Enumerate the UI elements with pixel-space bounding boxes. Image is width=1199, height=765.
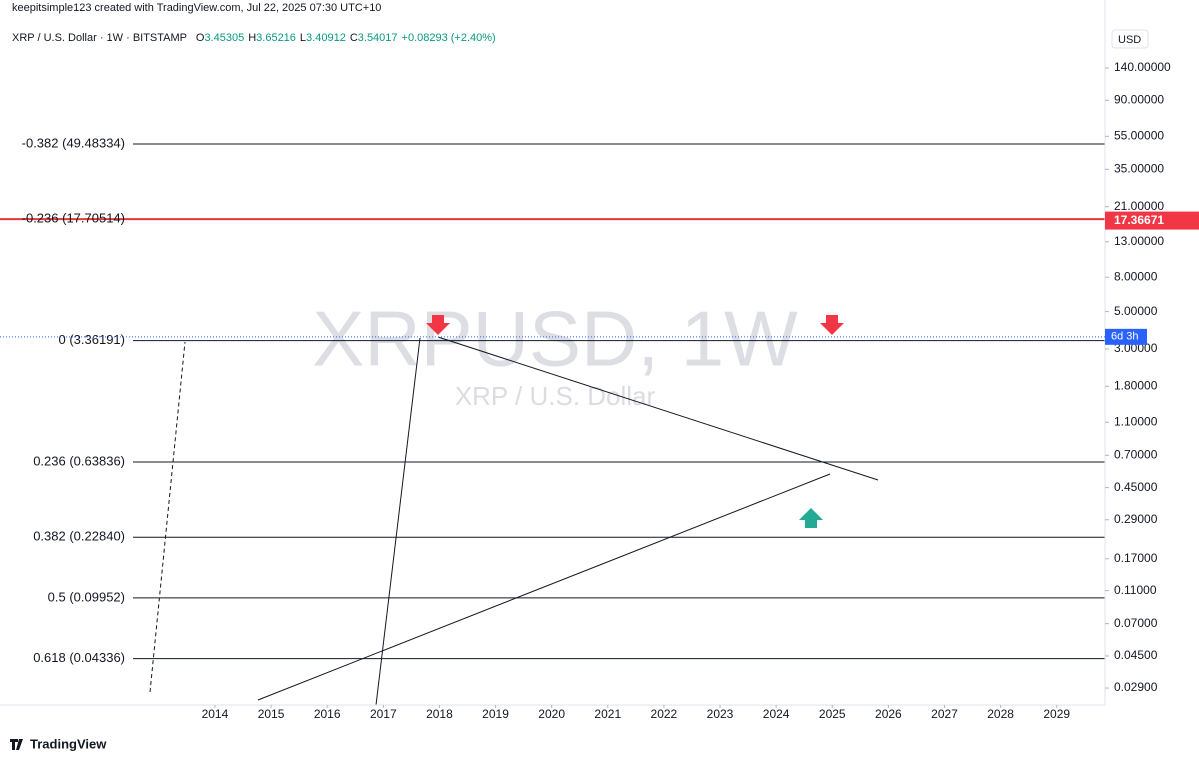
y-tick-label: 0.29000 [1114, 512, 1158, 526]
brand: TradingView [30, 736, 107, 751]
fib-label: 0 (3.36191) [59, 332, 126, 347]
x-tick-label: 2017 [370, 707, 397, 721]
y-tick-label: 13.00000 [1114, 234, 1164, 248]
x-tick-label: 2025 [819, 707, 846, 721]
plot-area: XRPUSD, 1W XRP / U.S. Dollar -0.382 (49.… [0, 135, 1105, 705]
x-tick-label: 2014 [202, 707, 229, 721]
ohlc-value: 3.40912 [306, 32, 346, 44]
y-tick-label: 21.00000 [1114, 199, 1164, 213]
y-tick-label: 1.10000 [1114, 414, 1158, 428]
trend-line [257, 473, 831, 701]
currency-box[interactable] [1111, 29, 1149, 49]
watermark-sub: XRP / U.S. Dollar [455, 381, 656, 411]
price-label-box [1105, 211, 1199, 230]
down-arrow [820, 315, 844, 335]
ohlc-label: H [248, 32, 256, 44]
fib-label: 0.236 (0.63836) [33, 453, 125, 468]
y-tick-label: 0.07000 [1114, 616, 1158, 630]
y-tick-label: 55.00000 [1114, 128, 1164, 142]
change: +0.08293 (+2.40%) [402, 32, 496, 44]
brand-logo [10, 739, 23, 750]
y-tick-label: 1.80000 [1114, 378, 1158, 392]
y-tick-label: 8.00000 [1114, 269, 1158, 283]
y-tick-label: 0.70000 [1114, 447, 1158, 461]
y-tick-label: 90.00000 [1114, 92, 1164, 106]
y-tick-label: 0.04500 [1114, 648, 1158, 662]
x-tick-label: 2022 [651, 707, 678, 721]
down-arrow [426, 315, 450, 335]
x-tick-label: 2026 [875, 707, 902, 721]
drawing-line [375, 337, 421, 705]
fib-label: 0.382 (0.22840) [33, 529, 125, 544]
x-tick-label: 2015 [258, 707, 285, 721]
ohlc-label: C [350, 32, 358, 44]
x-tick-label: 2019 [482, 707, 509, 721]
ohlc-label: L [300, 32, 306, 44]
fib-label: 0.618 (0.04336) [33, 650, 125, 665]
ohlc-value: 3.54017 [358, 32, 398, 44]
y-tick-label: 0.17000 [1114, 551, 1158, 565]
x-tick-label: 2024 [763, 707, 790, 721]
symbol-line: XRP / U.S. Dollar · 1W · BITSTAMP O3.453… [12, 32, 496, 44]
x-tick-label: 2028 [987, 707, 1014, 721]
drawing-line [149, 341, 186, 693]
watermark: XRPUSD, 1W [312, 295, 798, 383]
y-tick-label: 35.00000 [1114, 162, 1164, 176]
y-tick-label: 0.02900 [1114, 680, 1158, 694]
credit: keepitsimple123 created with TradingView… [12, 2, 381, 14]
x-tick-label: 2016 [314, 707, 341, 721]
x-tick-label: 2020 [538, 707, 565, 721]
y-tick-label: 0.45000 [1114, 480, 1158, 494]
countdown-box [1105, 328, 1147, 345]
x-tick-label: 2018 [426, 707, 453, 721]
symbol: XRP / U.S. Dollar · 1W · BITSTAMP [12, 32, 187, 44]
ohlc-value: 3.45305 [204, 32, 244, 44]
fib-label: -0.236 (17.70514) [22, 211, 125, 226]
countdown: 6d 3h [1111, 331, 1139, 343]
ohlc-value: 3.65216 [256, 32, 296, 44]
x-tick-label: 2029 [1043, 707, 1070, 721]
trend-line [437, 336, 879, 481]
x-tick-label: 2027 [931, 707, 958, 721]
fib-label: -0.382 (49.48334) [22, 135, 125, 150]
y-tick-label: 5.00000 [1114, 304, 1158, 318]
price-label: 17.36671 [1114, 213, 1164, 227]
x-tick-label: 2023 [707, 707, 734, 721]
up-arrow [799, 508, 823, 528]
y-tick-label: 0.11000 [1114, 583, 1157, 597]
x-tick-label: 2021 [594, 707, 621, 721]
ohlc-label: O [196, 32, 205, 44]
currency: USD [1118, 34, 1141, 46]
y-tick-label: 140.00000 [1114, 60, 1171, 74]
fib-label: 0.5 (0.09952) [48, 589, 125, 604]
